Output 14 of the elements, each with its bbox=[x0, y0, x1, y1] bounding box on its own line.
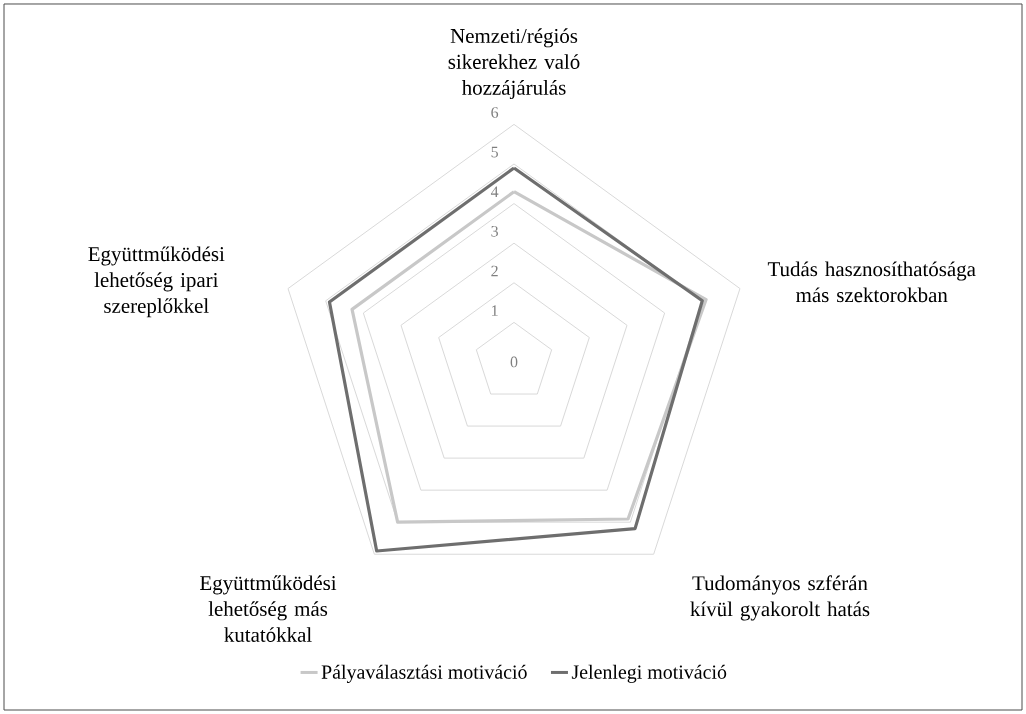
spoke-label: Együttműködési lehetőség ipari szereplőkkel bbox=[88, 246, 225, 318]
legend-label: Jelenlegi motiváció bbox=[571, 664, 727, 683]
spoke-label: Nemzeti/régiós sikerekhez való hozzájárulás bbox=[448, 28, 580, 100]
legend-label: Pályaválasztási motiváció bbox=[321, 664, 527, 683]
y-tick-label: 1 bbox=[492, 305, 498, 316]
spoke-label: Tudományos szférán kívül gyakorolt hatás bbox=[690, 575, 870, 621]
y-tick-label: 4 bbox=[490, 186, 499, 197]
y-tick-label: 2 bbox=[491, 265, 498, 277]
spoke-label: Együttműködési lehetőség más kutatókkal bbox=[200, 575, 337, 642]
y-tick-label: 6 bbox=[491, 107, 499, 118]
y-tick-label: 3 bbox=[491, 225, 498, 237]
y-tick-label: 0 bbox=[510, 356, 518, 368]
spoke-label: Tudás hasznosíthatósága más szektorokban bbox=[767, 261, 976, 303]
y-tick-label: 5 bbox=[491, 146, 498, 158]
